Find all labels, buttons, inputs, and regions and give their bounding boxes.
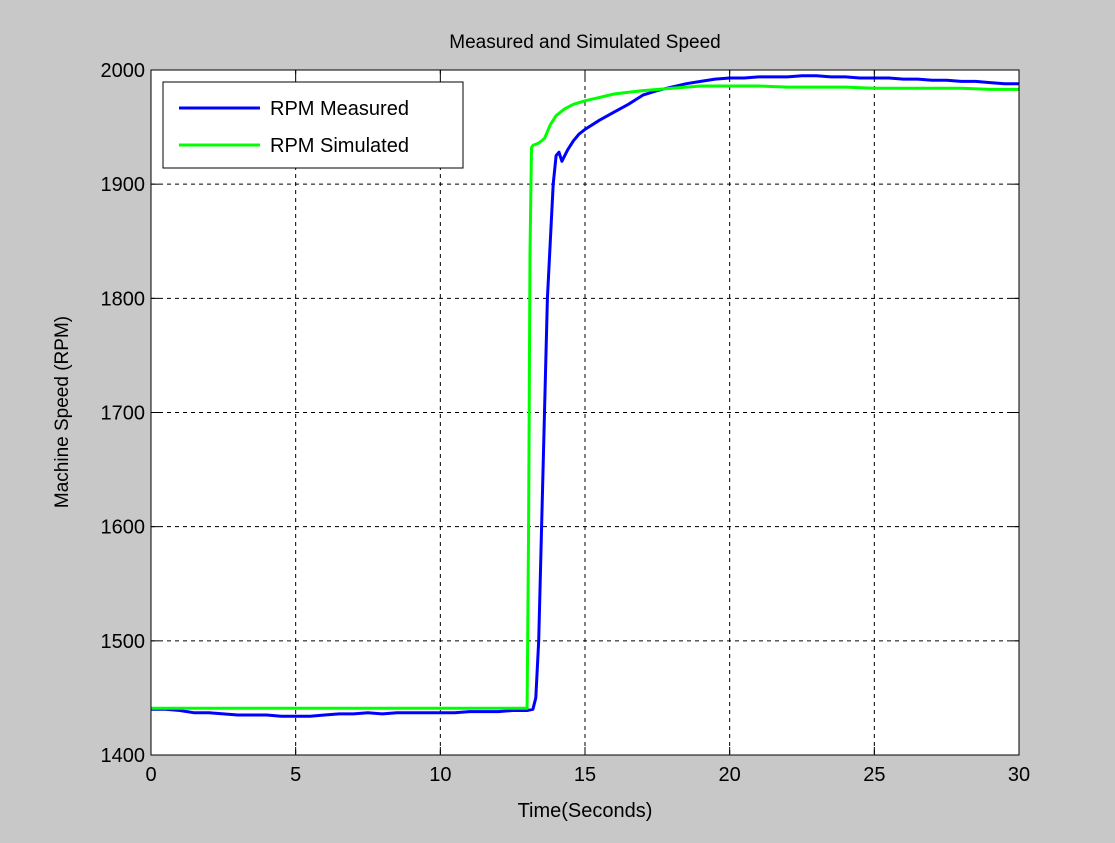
series-line-rpm-measured [151, 74, 1019, 718]
y-tick-label: 1400 [101, 745, 146, 767]
y-axis-label: Machine Speed (RPM) [52, 316, 73, 508]
x-tick-label: 20 [719, 764, 741, 786]
chart-title: Measured and Simulated Speed [449, 32, 720, 53]
x-tick-label: 0 [145, 764, 156, 786]
y-tick-label: 1800 [101, 288, 146, 310]
legend-box [162, 81, 464, 169]
tick-labels: 0 5 10 15 20 25 30 1400 1500 1600 1700 1800 1900 2000 [101, 60, 1031, 786]
legend[interactable]: RPM Measured RPM Simulated [162, 81, 464, 169]
x-tick-label: 15 [574, 764, 596, 786]
x-tick-label: 30 [1008, 764, 1030, 786]
x-axis-label: Time(Seconds) [518, 800, 653, 822]
x-tick-label: 10 [429, 764, 451, 786]
x-tick-label: 5 [290, 764, 301, 786]
grid [151, 70, 1019, 755]
x-tick-label: 25 [863, 764, 885, 786]
y-tick-label: 1500 [101, 631, 146, 653]
y-tick-label: 1600 [101, 517, 146, 539]
axis-ticks [150, 69, 1020, 756]
y-tick-label: 1700 [101, 403, 146, 425]
y-tick-label: 2000 [101, 60, 146, 82]
y-tick-label: 1900 [101, 174, 146, 196]
legend-label-rpm-simulated: RPM Simulated [270, 135, 409, 157]
series-lines [151, 74, 1019, 718]
series-line-rpm-simulated [151, 84, 1019, 710]
legend-label-rpm-measured: RPM Measured [270, 98, 409, 120]
